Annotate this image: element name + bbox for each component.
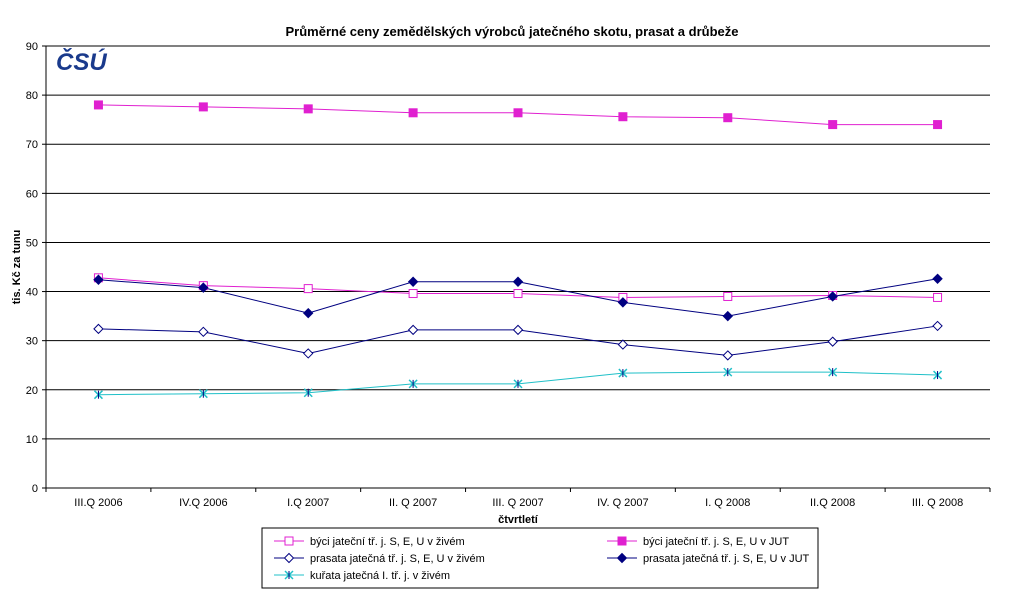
- data-point-s3-0: [93, 274, 104, 285]
- data-point-s2-6: [722, 350, 733, 361]
- y-tick-label: 60: [26, 188, 38, 200]
- legend: býci jateční tř. j. S, E, U v živém býci …: [261, 527, 819, 589]
- legend-marker-2: [283, 552, 295, 564]
- data-point-s2-0: [93, 323, 104, 335]
- y-tick-label: 0: [32, 483, 38, 495]
- x-tick-label: II.Q 2008: [810, 497, 855, 509]
- data-point-s2-3: [407, 324, 419, 336]
- plot-area: [46, 46, 990, 488]
- data-point-s4-5: [618, 368, 628, 378]
- data-point-s2-4: [512, 324, 524, 336]
- data-point-s4-1: [198, 389, 208, 399]
- logo-text: ČSÚ: [56, 48, 107, 76]
- x-tick-label: IV. Q 2007: [597, 497, 649, 509]
- y-tick-labels: 0 10 20 30 40 50 60 70 80 90: [26, 41, 46, 495]
- legend-marker-1: [617, 536, 627, 546]
- y-tick-label: 20: [26, 385, 38, 397]
- data-point-s2-7: [827, 336, 838, 347]
- data-point-s2-2: [303, 348, 314, 359]
- x-tick-label: I. Q 2008: [705, 497, 750, 509]
- x-tick-label: III.Q 2006: [74, 497, 122, 509]
- data-point-s3-8: [932, 273, 943, 284]
- legend-marker-0: [284, 536, 294, 546]
- x-tick-label: I.Q 2007: [287, 497, 329, 509]
- data-point-s4-2: [303, 388, 313, 398]
- data-point-s1-0: [93, 100, 103, 110]
- x-tick-label: III. Q 2007: [492, 497, 543, 509]
- data-point-s0-8: [933, 292, 943, 302]
- data-point-s3-6: [722, 310, 733, 322]
- data-point-s4-8: [933, 370, 943, 380]
- data-point-s3-3: [407, 276, 419, 287]
- data-point-s1-8: [933, 120, 943, 130]
- data-point-s0-6: [723, 291, 733, 301]
- y-tick-label: 10: [26, 434, 38, 446]
- data-point-s4-4: [513, 379, 523, 389]
- data-point-s3-5: [617, 297, 629, 308]
- data-point-s4-6: [723, 367, 733, 377]
- data-point-s2-5: [617, 339, 629, 350]
- data-point-s2-8: [932, 320, 943, 332]
- data-point-s0-2: [303, 284, 313, 294]
- data-point-s3-7: [827, 291, 838, 302]
- data-point-s3-4: [512, 276, 524, 287]
- data-point-s3-1: [198, 282, 209, 293]
- x-tick-label: II. Q 2007: [389, 497, 437, 509]
- x-tick-label: III. Q 2008: [912, 497, 963, 509]
- axes: [45, 46, 990, 489]
- data-point-s1-1: [198, 102, 208, 112]
- y-tick-label: 90: [26, 41, 38, 53]
- legend-box: [261, 527, 819, 589]
- legend-label-2: prasata jatečná tř. j. S, E, U v živém: [310, 553, 485, 565]
- legend-label-1: býci jateční tř. j. S, E, U v JUT: [643, 536, 789, 548]
- csu-logo: ČSÚ: [56, 48, 107, 76]
- legend-label-3: prasata jatečná tř. j. S, E, U v JUT: [643, 553, 810, 565]
- data-point-s2-1: [198, 326, 209, 338]
- data-point-s3-2: [303, 307, 314, 319]
- x-tick-labels: III.Q 2006 IV.Q 2006 I.Q 2007 II. Q 2007 III…: [45, 488, 991, 509]
- data-point-s1-5: [618, 112, 628, 122]
- y-tick-label: 50: [26, 237, 38, 249]
- data-point-s1-4: [513, 108, 523, 118]
- data-point-s4-7: [828, 367, 838, 377]
- y-tick-label: 30: [26, 336, 38, 348]
- legend-marker-4: [284, 570, 294, 580]
- y-tick-label: 70: [26, 139, 38, 151]
- legend-marker-3: [616, 552, 628, 564]
- legend-label-4: kuřata jatečná I. tř. j. v živém: [310, 570, 450, 582]
- data-point-s1-3: [408, 108, 418, 118]
- y-tick-label: 80: [26, 90, 38, 102]
- data-point-s1-6: [723, 113, 733, 123]
- y-tick-label: 40: [26, 287, 38, 299]
- chart-title: Průměrné ceny zemědělských výrobců jateč…: [285, 24, 738, 39]
- legend-label-0: býci jateční tř. j. S, E, U v živém: [310, 536, 465, 548]
- x-axis-label: čtvrtletí: [498, 514, 539, 526]
- data-point-s1-7: [828, 120, 838, 130]
- data-point-s4-3: [408, 379, 418, 389]
- series-markers: [93, 100, 943, 400]
- data-point-s0-4: [513, 289, 523, 299]
- data-point-s1-2: [303, 104, 313, 114]
- data-point-s4-0: [93, 390, 103, 400]
- data-point-s0-3: [408, 289, 418, 299]
- x-tick-label: IV.Q 2006: [179, 497, 228, 509]
- y-axis-label: tis. Kč za tunu: [11, 230, 23, 305]
